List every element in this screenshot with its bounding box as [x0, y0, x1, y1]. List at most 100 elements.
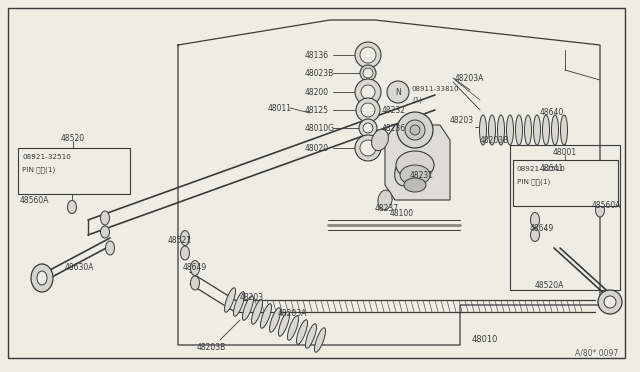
Text: 48649: 48649	[183, 263, 207, 273]
Ellipse shape	[515, 115, 522, 145]
Text: 48560A: 48560A	[592, 201, 621, 209]
Ellipse shape	[479, 115, 486, 145]
Text: 48023B: 48023B	[305, 68, 334, 77]
Circle shape	[355, 135, 381, 161]
Ellipse shape	[378, 190, 392, 210]
Text: 48520A: 48520A	[535, 280, 564, 289]
Text: 48521: 48521	[168, 235, 192, 244]
Text: 08911-33810: 08911-33810	[412, 86, 460, 92]
Ellipse shape	[497, 115, 504, 145]
Text: 48200: 48200	[305, 87, 329, 96]
Text: 48136: 48136	[305, 51, 329, 60]
Text: 48203: 48203	[240, 292, 264, 301]
Text: PIN ピン(1): PIN ピン(1)	[22, 166, 55, 173]
Circle shape	[397, 112, 433, 148]
Ellipse shape	[106, 241, 115, 255]
Circle shape	[359, 119, 377, 137]
Text: 48520: 48520	[61, 134, 85, 142]
Bar	[18, 148, 130, 194]
Ellipse shape	[180, 246, 189, 260]
Text: 48232: 48232	[382, 106, 406, 115]
Ellipse shape	[31, 264, 53, 292]
Text: 48203: 48203	[450, 115, 474, 125]
Ellipse shape	[525, 115, 531, 145]
Circle shape	[361, 103, 375, 117]
Ellipse shape	[531, 212, 540, 228]
Text: (1): (1)	[412, 97, 422, 103]
Circle shape	[360, 65, 376, 81]
Ellipse shape	[404, 178, 426, 192]
Text: 48001: 48001	[553, 148, 577, 157]
Text: 48203B: 48203B	[480, 135, 509, 144]
Ellipse shape	[372, 129, 388, 151]
Circle shape	[604, 296, 616, 308]
Ellipse shape	[234, 292, 244, 316]
Text: 48649: 48649	[530, 224, 554, 232]
Ellipse shape	[180, 231, 189, 246]
Circle shape	[360, 140, 376, 156]
Text: N: N	[395, 87, 401, 96]
Ellipse shape	[552, 115, 559, 145]
Ellipse shape	[260, 304, 271, 328]
Text: 48203A: 48203A	[455, 74, 484, 83]
Ellipse shape	[225, 288, 236, 312]
Text: A/80* 0097: A/80* 0097	[575, 349, 618, 358]
Polygon shape	[385, 125, 450, 200]
Ellipse shape	[67, 201, 77, 214]
Circle shape	[410, 125, 420, 135]
Text: 48203A: 48203A	[278, 308, 307, 317]
Ellipse shape	[534, 115, 541, 145]
Circle shape	[363, 123, 373, 133]
Ellipse shape	[595, 203, 605, 217]
Circle shape	[405, 120, 425, 140]
Ellipse shape	[100, 211, 109, 225]
Text: 48237: 48237	[375, 203, 399, 212]
Circle shape	[598, 290, 622, 314]
Ellipse shape	[191, 260, 200, 276]
Text: 48010G: 48010G	[305, 124, 335, 132]
Ellipse shape	[540, 163, 550, 181]
Ellipse shape	[561, 115, 568, 145]
Text: 48125: 48125	[305, 106, 329, 115]
Text: 48231: 48231	[410, 170, 434, 180]
Circle shape	[387, 81, 409, 103]
Ellipse shape	[191, 276, 200, 290]
Ellipse shape	[37, 271, 47, 285]
Text: 08921-32510: 08921-32510	[22, 154, 71, 160]
Ellipse shape	[252, 300, 262, 324]
Text: 48010: 48010	[472, 336, 498, 344]
Ellipse shape	[396, 151, 434, 179]
Text: 48641: 48641	[540, 164, 564, 173]
Text: 48640: 48640	[540, 108, 564, 116]
Text: 08921-32510: 08921-32510	[517, 166, 566, 172]
Text: 48020: 48020	[305, 144, 329, 153]
Ellipse shape	[100, 226, 109, 238]
Bar	[513, 160, 618, 206]
Circle shape	[360, 47, 376, 63]
Ellipse shape	[296, 320, 308, 344]
Text: 48236: 48236	[382, 124, 406, 132]
Ellipse shape	[543, 115, 550, 145]
Circle shape	[356, 98, 380, 122]
Ellipse shape	[287, 316, 298, 340]
Ellipse shape	[531, 228, 540, 241]
Text: 48203B: 48203B	[197, 343, 227, 353]
Text: 48011: 48011	[268, 103, 292, 112]
Ellipse shape	[305, 324, 317, 348]
Circle shape	[355, 79, 381, 105]
Text: 48560A: 48560A	[20, 196, 49, 205]
Ellipse shape	[395, 158, 415, 186]
Ellipse shape	[400, 165, 430, 185]
Ellipse shape	[314, 328, 326, 352]
Ellipse shape	[506, 115, 513, 145]
Circle shape	[355, 42, 381, 68]
Text: PIN ピン(1): PIN ピン(1)	[517, 178, 550, 185]
Text: 48630A: 48630A	[65, 263, 95, 273]
Circle shape	[361, 85, 375, 99]
Ellipse shape	[278, 312, 289, 336]
Ellipse shape	[488, 115, 495, 145]
Circle shape	[363, 68, 373, 78]
Text: 48100: 48100	[390, 209, 414, 218]
Ellipse shape	[243, 296, 253, 320]
Ellipse shape	[269, 308, 280, 332]
